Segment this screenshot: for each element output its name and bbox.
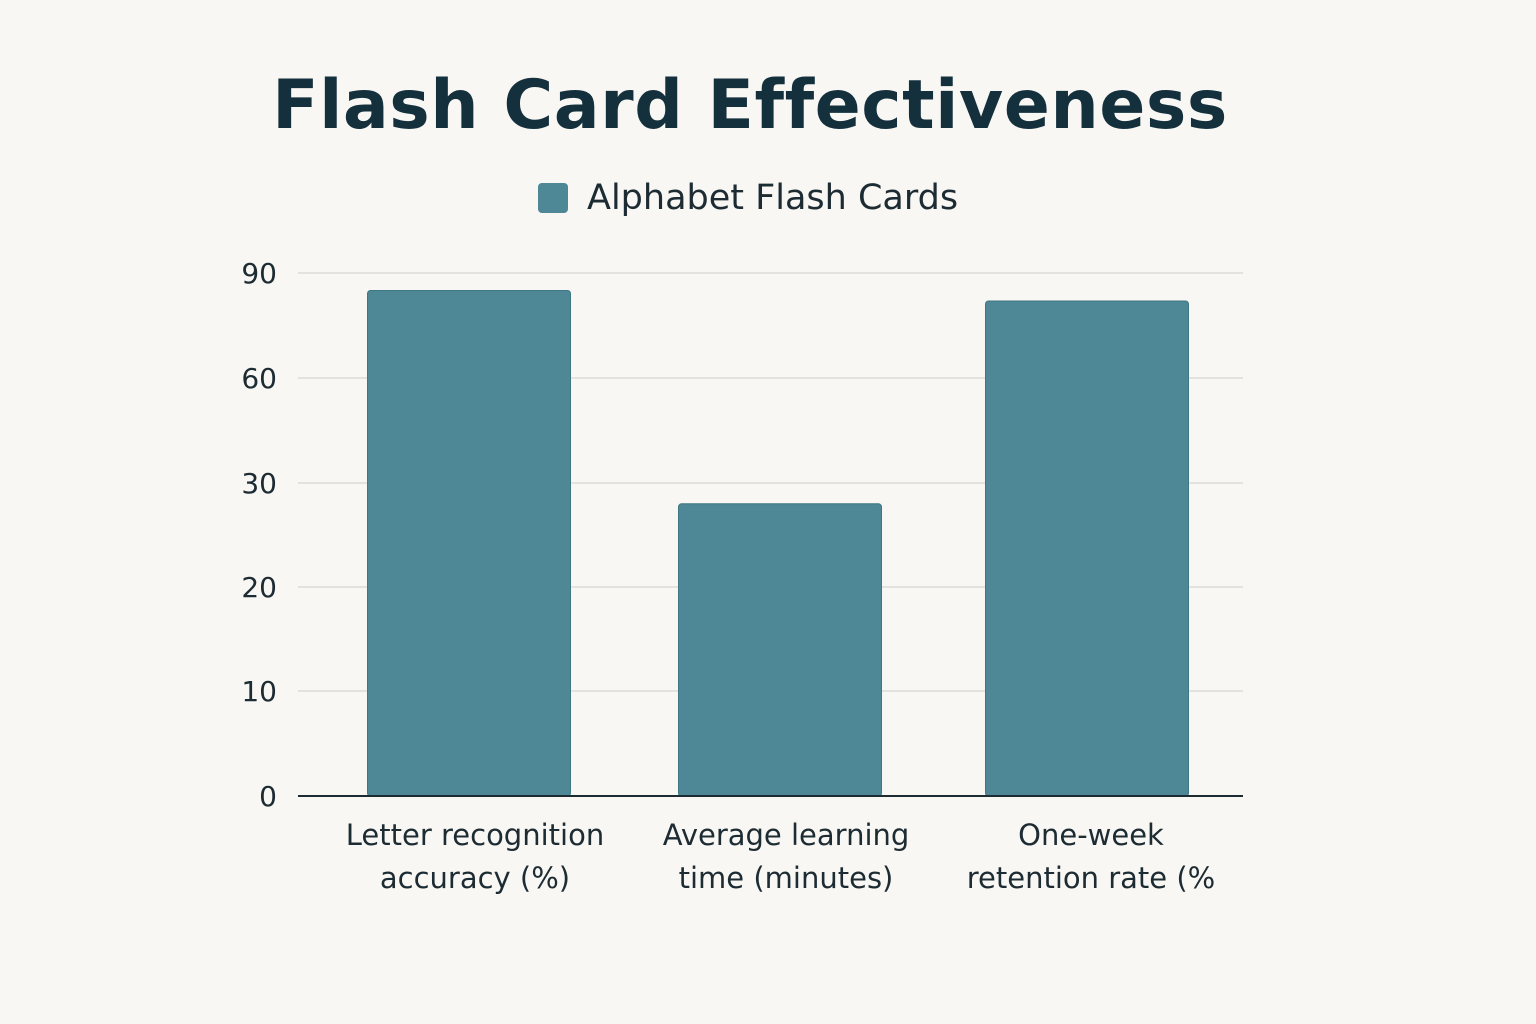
x-category-labels: Letter recognition accuracy (%) Average le… — [346, 818, 1215, 895]
x-category-label-line: retention rate (% — [967, 861, 1215, 895]
bar — [678, 503, 882, 797]
x-category-label-line: One-week — [1018, 818, 1164, 852]
y-tick-label: 30 — [241, 467, 277, 500]
bar — [367, 290, 571, 797]
legend-swatch — [538, 183, 568, 213]
x-category-label-line: time (minutes) — [679, 861, 894, 895]
y-tick-label: 0 — [259, 780, 277, 813]
y-tick-label: 90 — [241, 257, 277, 290]
y-tick-label: 20 — [241, 571, 277, 604]
x-category-label-line: Letter recognition — [346, 818, 604, 852]
chart-title: Flash Card Effectiveness — [272, 66, 1228, 145]
x-category-label-line: accuracy (%) — [380, 861, 570, 895]
x-category-label: Letter recognition accuracy (%) — [346, 818, 604, 895]
bar — [985, 300, 1189, 797]
y-tick-labels: 0 10 20 30 60 90 — [241, 257, 277, 813]
y-tick-label: 60 — [241, 362, 277, 395]
x-category-label: Average learning time (minutes) — [663, 818, 910, 895]
x-category-label-line: Average learning — [663, 818, 910, 852]
x-category-label: One-week retention rate (% — [967, 818, 1215, 895]
legend-label: Alphabet Flash Cards — [587, 178, 959, 218]
y-tick-label: 10 — [241, 675, 277, 708]
bars — [367, 290, 1189, 797]
legend: Alphabet Flash Cards — [538, 178, 958, 218]
